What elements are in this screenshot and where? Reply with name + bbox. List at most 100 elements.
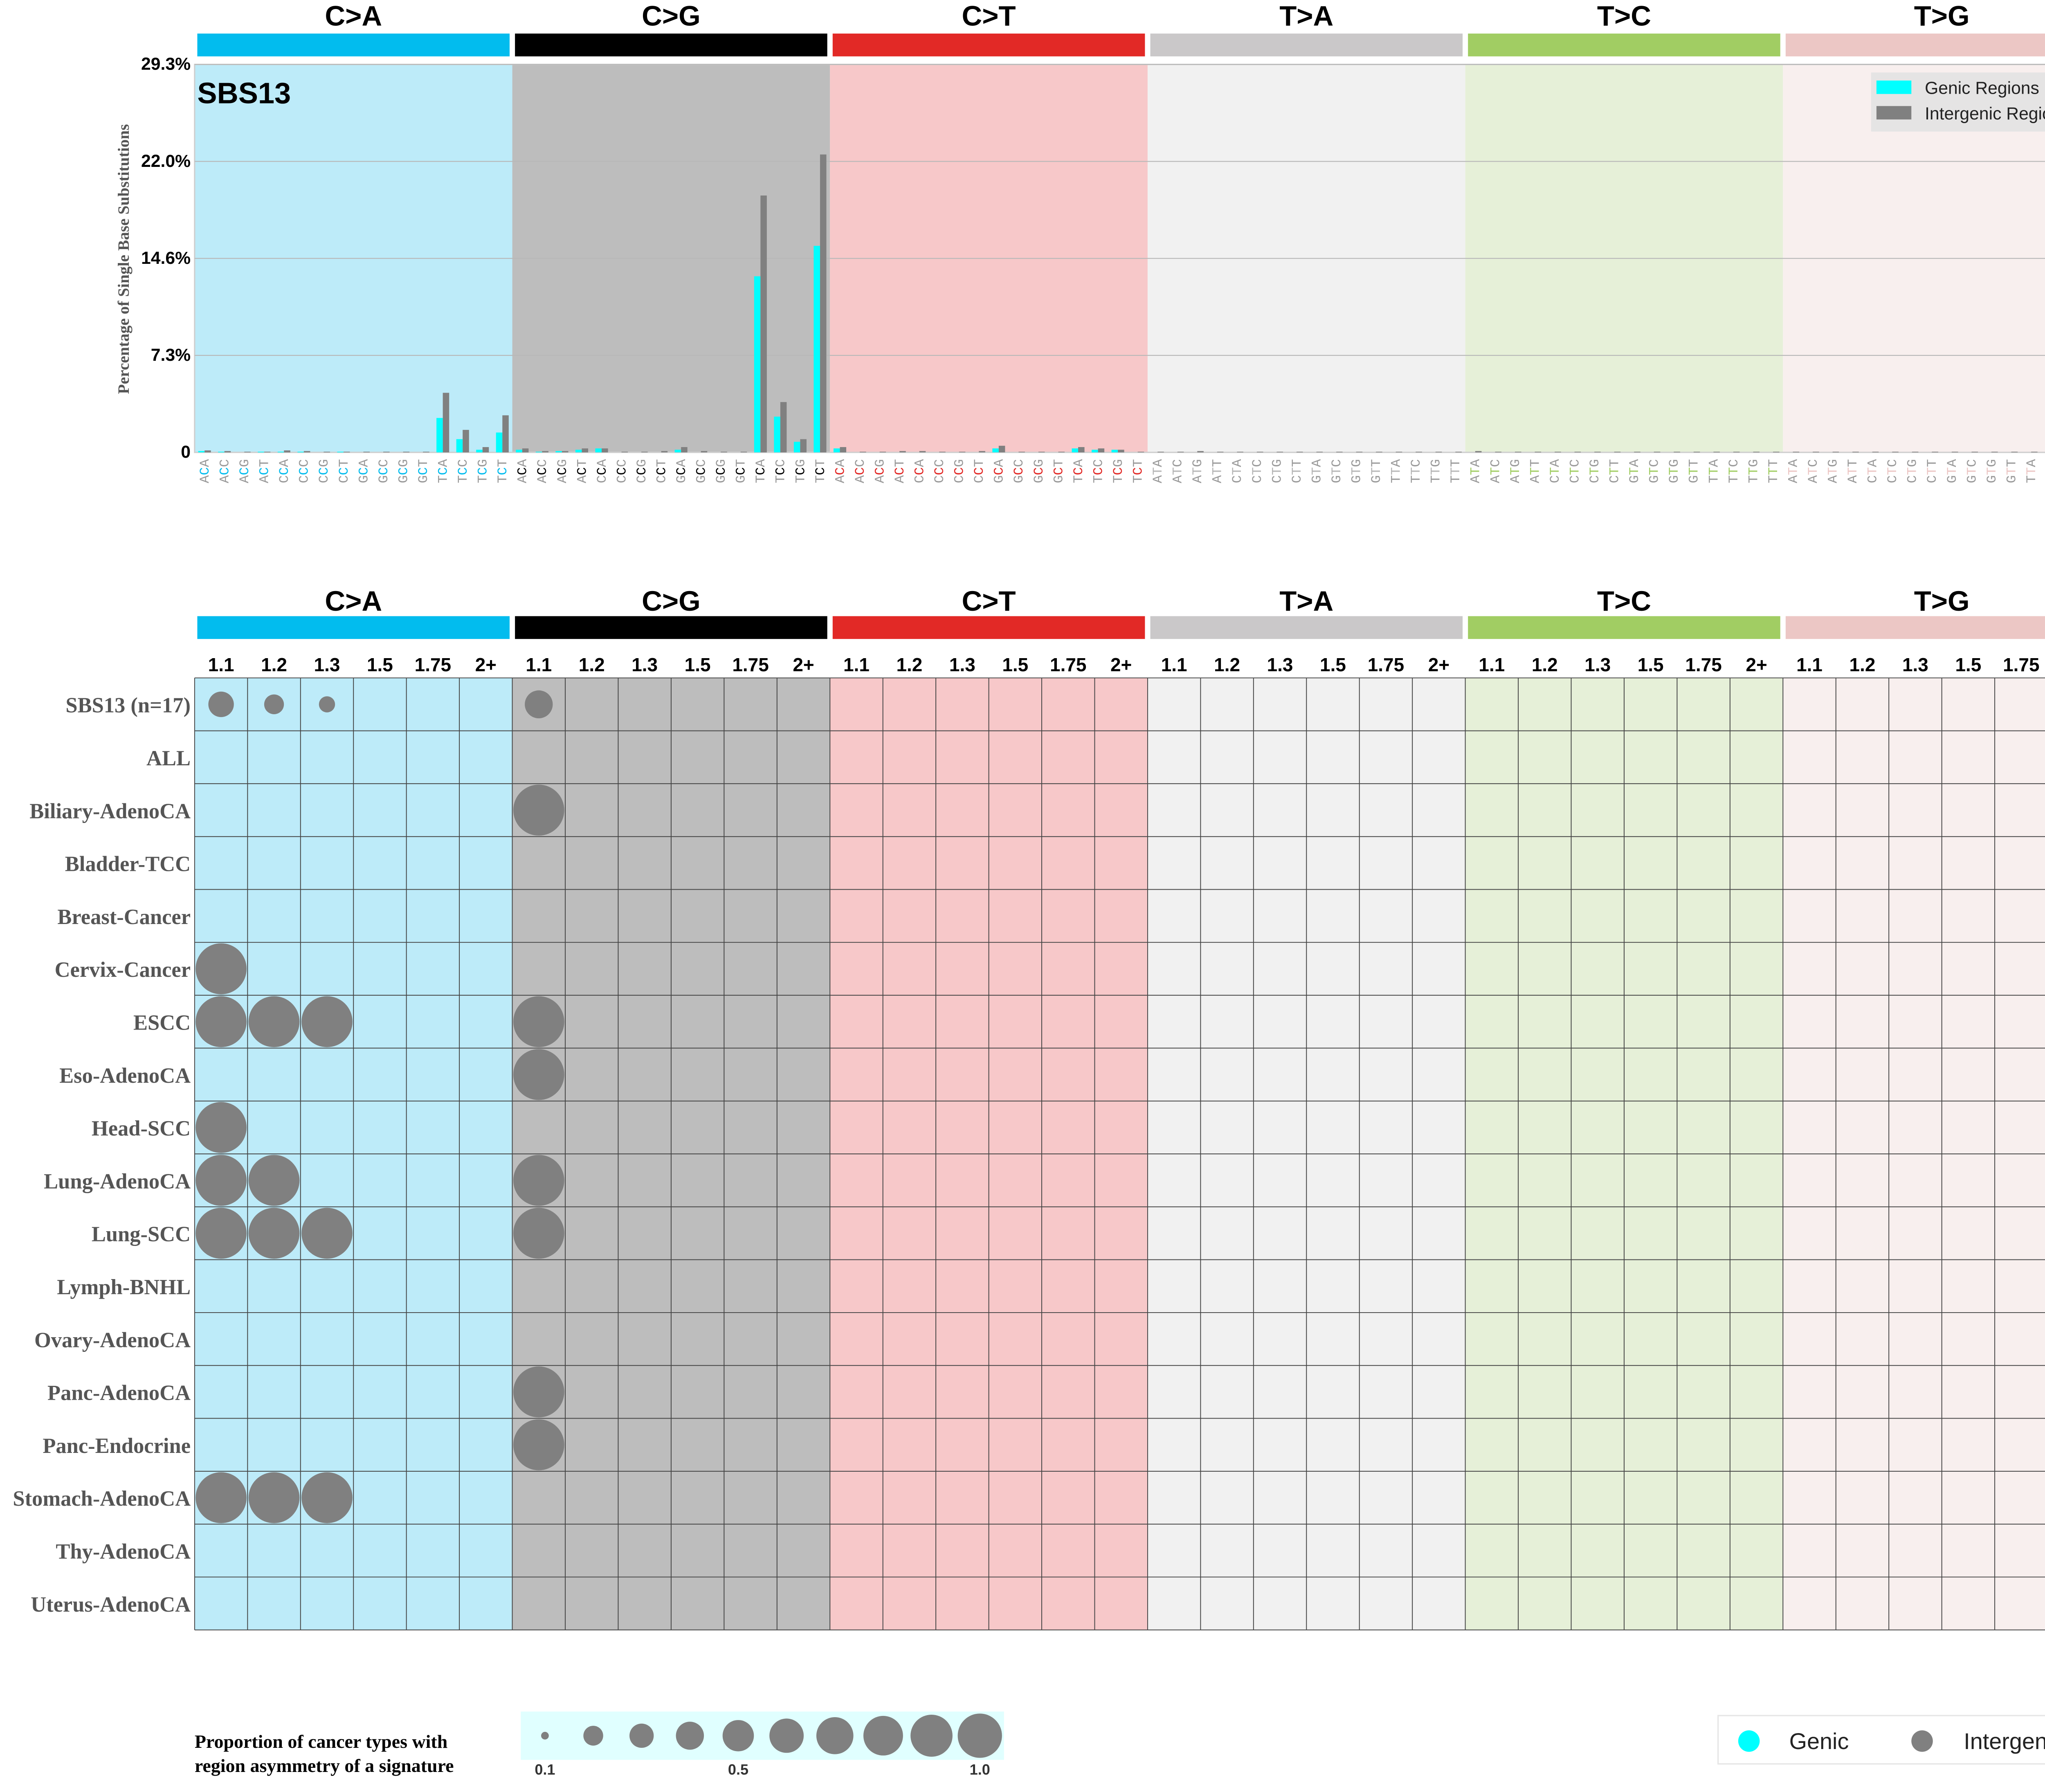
size-legend-dot (583, 1726, 603, 1746)
bar-intergenic (919, 451, 926, 452)
context-label: ATG (1508, 459, 1523, 483)
bar-genic (436, 418, 443, 452)
top-header-label-c-to-g: C>G (642, 0, 701, 31)
context-letter: A (992, 459, 1007, 467)
bottom-header-bar-c-to-t (832, 616, 1145, 639)
bar-intergenic (582, 448, 588, 452)
context-letter: T (1806, 467, 1821, 475)
bar-intergenic (601, 448, 608, 452)
context-letter: G (714, 475, 729, 483)
context-letter: G (734, 475, 749, 483)
column-label: 1.75 (415, 654, 451, 675)
context-letter: T (1607, 459, 1623, 467)
bottom-header-label-c-to-a: C>A (325, 585, 382, 617)
context-letter: C (1885, 475, 1900, 483)
context-label: CCC (932, 459, 947, 483)
context-letter: T (1528, 467, 1543, 475)
context-letter: T (1706, 475, 1721, 483)
context-label: GTT (1369, 459, 1384, 483)
bar-intergenic (1197, 451, 1204, 452)
context-label: GCA (992, 459, 1007, 483)
column-label: 1.75 (1685, 654, 1721, 675)
top-header-label-t-to-g: T>G (1914, 0, 1970, 31)
context-label: ACT (257, 459, 272, 483)
size-legend-dot (816, 1717, 854, 1754)
bottom-header-bar-c-to-g (515, 616, 827, 639)
context-label: ATT (1210, 459, 1225, 483)
context-letter: A (1171, 475, 1186, 483)
context-letter: C (1290, 475, 1305, 483)
context-letter: T (1905, 467, 1920, 475)
context-letter: C (773, 459, 789, 467)
context-label: ACA (198, 459, 213, 483)
bubble-intergenic (513, 1155, 564, 1206)
context-letter: G (476, 459, 491, 467)
bar-intergenic (1475, 451, 1482, 452)
context-label: GTC (1964, 459, 1980, 483)
context-label: GTG (1349, 459, 1364, 483)
context-letter: G (1508, 459, 1523, 467)
column-label: 1.75 (732, 654, 769, 675)
context-letter: G (396, 475, 411, 483)
top-context-labels: ACAACCACGACTCCACCCCCGCCTGCAGCCGCGGCTTCAT… (198, 459, 2045, 483)
context-letter: T (1190, 467, 1205, 475)
context-letter: A (1151, 459, 1166, 467)
size-legend-dot (722, 1720, 754, 1752)
bottom-gridlines (194, 677, 2045, 1630)
context-label: ATC (1806, 459, 1821, 483)
context-letter: G (555, 459, 570, 467)
color-legend-genic-label: Genic (1789, 1728, 1849, 1754)
context-letter: C (1647, 459, 1662, 467)
bottom-header-bar-t-to-g (1785, 616, 2045, 639)
context-letter: C (376, 467, 391, 475)
context-letter: C (614, 459, 629, 467)
context-label: TCG (1111, 459, 1126, 483)
context-label: TTT (1766, 459, 1781, 483)
bottom-column-labels: 1.1 1.2 1.3 1.5 1.75 2+ 1.1 1.2 1.3 1.5 1.75 2+ 1.1 1… (208, 654, 2040, 675)
context-letter: T (1925, 467, 1940, 475)
bar-intergenic (840, 447, 847, 452)
context-letter: C (297, 475, 312, 483)
context-label: TCA (753, 459, 769, 483)
column-label: 1.3 (631, 654, 658, 675)
context-letter: T (813, 475, 828, 483)
context-letter: G (237, 459, 252, 467)
row-label: Ovary-AdenoCA (34, 1328, 191, 1352)
bar-intergenic (1098, 448, 1105, 452)
context-letter: T (2024, 475, 2039, 483)
bubble-intergenic (525, 690, 553, 719)
row-label: Eso-AdenoCA (59, 1064, 191, 1088)
context-letter: C (1111, 467, 1126, 475)
context-letter: C (317, 467, 332, 475)
context-letter: T (1746, 475, 1761, 483)
context-letter: G (317, 459, 332, 467)
bar-intergenic (522, 448, 529, 452)
column-label: 1.3 (314, 654, 340, 675)
context-letter: C (575, 467, 590, 475)
context-letter: T (1845, 467, 1861, 475)
context-letter: G (1587, 459, 1602, 467)
context-letter: G (1011, 475, 1027, 483)
context-letter: T (1409, 475, 1424, 483)
row-label: Biliary-AdenoCA (29, 799, 191, 823)
context-letter: A (595, 459, 610, 467)
context-label: CCG (952, 459, 967, 483)
context-letter: G (714, 459, 729, 467)
size-legend-dot (541, 1731, 549, 1740)
context-label: GCT (734, 459, 749, 483)
context-letter: A (515, 475, 530, 483)
bubble-intergenic (248, 996, 300, 1048)
context-letter: C (297, 459, 312, 467)
bar-genic (516, 450, 522, 452)
bar-genic (575, 450, 582, 452)
context-letter: G (1429, 459, 1444, 467)
context-letter: A (1627, 459, 1642, 467)
bar-intergenic (899, 451, 906, 452)
context-letter: C (1250, 475, 1265, 483)
context-letter: A (753, 459, 769, 467)
context-label: GTC (1329, 459, 1344, 483)
bar-genic (198, 451, 205, 452)
context-label: GTG (1984, 459, 2000, 483)
context-letter: C (416, 467, 431, 475)
context-letter: A (833, 475, 848, 483)
